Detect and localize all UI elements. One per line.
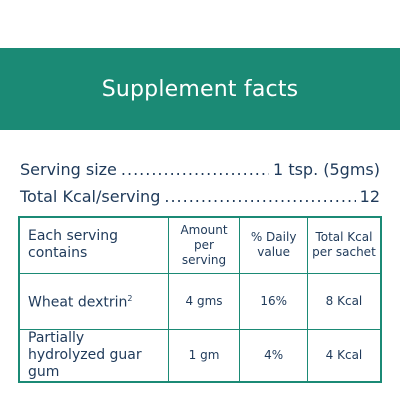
header-each-serving: Each serving contains — [18, 216, 169, 274]
ingredient-name-text: Wheat dextrin — [28, 294, 128, 311]
ingredient-name: Partially hydrolyzed guar gum — [18, 328, 169, 382]
kcal-per-serving-line: Total Kcal/serving .....................… — [20, 187, 380, 206]
table-header-row: Each serving contains Amount per serving… — [18, 216, 382, 274]
dot-leader: ........................................… — [120, 160, 269, 179]
daily-value-cell: 16% — [239, 272, 308, 330]
supplement-facts-table: Each serving contains Amount per serving… — [18, 216, 382, 383]
header-daily-value: % Daily value — [239, 216, 308, 274]
serving-size-label: Serving size — [20, 160, 117, 179]
table-row: Wheat dextrin2 4 gms 16% 8 Kcal — [18, 272, 382, 330]
kcal-cell: 8 Kcal — [306, 272, 382, 330]
kcal-cell: 4 Kcal — [306, 328, 382, 382]
page-title: Supplement facts — [101, 76, 299, 102]
dot-leader: ........................................… — [164, 187, 355, 206]
footnote-marker: 2 — [127, 294, 133, 304]
daily-value-cell: 4% — [239, 328, 308, 382]
amount-cell: 4 gms — [167, 272, 241, 330]
table-row: Partially hydrolyzed guar gum 1 gm 4% 4 … — [18, 328, 382, 382]
serving-size-value: 1 tsp. (5gms) — [273, 160, 380, 179]
amount-cell: 1 gm — [167, 328, 241, 382]
kcal-per-serving-value: 12 — [359, 187, 380, 206]
title-banner: Supplement facts — [0, 48, 400, 130]
ingredient-name: Wheat dextrin2 — [18, 272, 169, 330]
serving-size-line: Serving size ...........................… — [20, 160, 380, 179]
ingredient-name-text: Partially hydrolyzed guar gum — [28, 329, 142, 380]
header-amount: Amount per serving — [167, 216, 241, 274]
kcal-per-serving-label: Total Kcal/serving — [20, 187, 161, 206]
header-total-kcal: Total Kcal per sachet — [306, 216, 382, 274]
